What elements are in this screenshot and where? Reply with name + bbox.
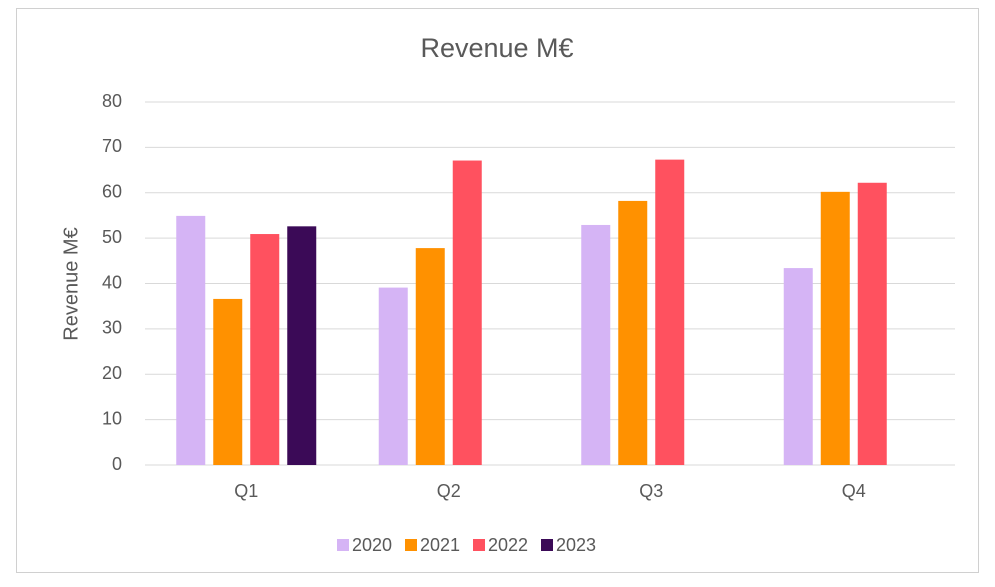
bar bbox=[287, 226, 317, 465]
bar bbox=[618, 200, 648, 466]
bar bbox=[378, 287, 408, 465]
y-tick-label: 20 bbox=[102, 363, 122, 383]
bar bbox=[655, 159, 685, 465]
bar bbox=[581, 224, 611, 465]
y-tick-label: 80 bbox=[102, 91, 122, 111]
y-tick-label: 60 bbox=[102, 182, 122, 202]
legend-label: 2021 bbox=[420, 535, 460, 555]
x-tick-label: Q1 bbox=[234, 481, 258, 501]
chart-title: Revenue M€ bbox=[420, 33, 573, 63]
bar bbox=[820, 191, 850, 465]
legend-label: 2020 bbox=[352, 535, 392, 555]
bar bbox=[857, 182, 887, 465]
legend-swatch bbox=[405, 539, 417, 551]
y-tick-label: 10 bbox=[102, 408, 122, 428]
bar bbox=[176, 215, 206, 465]
legend-label: 2022 bbox=[488, 535, 528, 555]
y-tick-label: 50 bbox=[102, 227, 122, 247]
y-tick-label: 70 bbox=[102, 136, 122, 156]
legend-swatch bbox=[541, 539, 553, 551]
x-tick-label: Q3 bbox=[639, 481, 663, 501]
bar bbox=[452, 160, 482, 465]
x-tick-label: Q4 bbox=[842, 481, 866, 501]
y-tick-label: 0 bbox=[112, 454, 122, 474]
x-tick-label: Q2 bbox=[437, 481, 461, 501]
legend-swatch bbox=[337, 539, 349, 551]
bar bbox=[415, 248, 445, 465]
legend-label: 2023 bbox=[556, 535, 596, 555]
bar bbox=[783, 268, 813, 465]
bar bbox=[250, 234, 280, 465]
y-axis-label: Revenue M€ bbox=[60, 227, 82, 340]
bar bbox=[213, 298, 243, 465]
y-tick-label: 40 bbox=[102, 272, 122, 292]
y-tick-label: 30 bbox=[102, 318, 122, 338]
legend-swatch bbox=[473, 539, 485, 551]
